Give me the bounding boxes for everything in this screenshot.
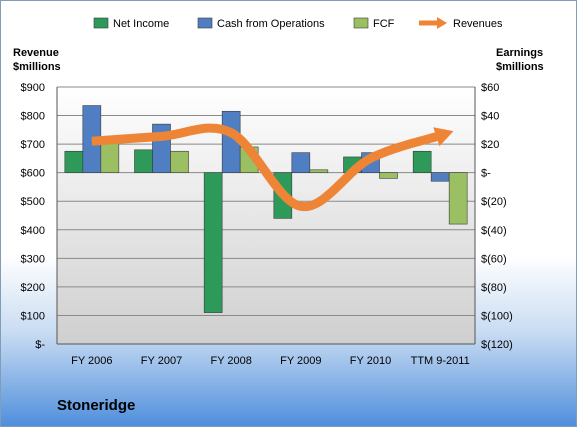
- legend-swatch-fcf: [353, 17, 369, 29]
- legend-swatch-cash-from-operations: [197, 17, 213, 29]
- left-tick-label: $400: [21, 225, 45, 237]
- bar-fcf: [309, 169, 329, 173]
- left-tick-label: $-: [35, 339, 45, 351]
- bar-net-income: [134, 149, 153, 173]
- right-axis-title-line2: $millions: [496, 61, 544, 73]
- x-tick-label: TTM 9-2011: [411, 355, 470, 367]
- bar-net-income: [64, 150, 84, 173]
- legend-arrow-revenues: [437, 17, 447, 29]
- x-tick-label: FY 2006: [71, 355, 112, 367]
- right-tick-label: $60: [481, 82, 499, 94]
- bar-net-income: [412, 150, 432, 173]
- right-tick-label: $-: [481, 168, 491, 180]
- x-tick-label: FY 2007: [141, 355, 182, 367]
- legend-swatch-net-income: [93, 17, 109, 29]
- right-tick-label: $40: [481, 111, 499, 123]
- bar-cash-from-operations: [291, 152, 311, 173]
- bar-fcf: [448, 172, 468, 225]
- right-axis-title: Earnings $millions: [496, 46, 544, 74]
- bar-fcf: [170, 150, 189, 173]
- left-tick-label: $200: [21, 282, 45, 294]
- x-tick-label: FY 2008: [210, 355, 251, 367]
- plot-background: [57, 87, 475, 344]
- bar-fcf: [100, 140, 120, 173]
- left-axis-title-line2: $millions: [13, 61, 61, 73]
- left-tick-label: $100: [21, 310, 45, 322]
- bar-fcf: [379, 172, 398, 179]
- right-tick-label: $20: [481, 139, 499, 151]
- bar-cash-from-operations: [430, 172, 450, 182]
- legend-label-net-income: Net Income: [113, 18, 169, 30]
- right-tick-label: $(60): [481, 253, 507, 265]
- right-tick-label: $(80): [481, 282, 507, 294]
- legend-label-revenues: Revenues: [453, 18, 503, 30]
- right-axis-title-line1: Earnings: [496, 47, 544, 59]
- right-tick-label: $(20): [481, 196, 507, 208]
- left-tick-label: $300: [21, 253, 45, 265]
- left-tick-label: $700: [21, 139, 45, 151]
- legend-label-cash-from-operations: Cash from Operations: [217, 18, 325, 30]
- revenues-line: [91, 123, 442, 211]
- left-tick-label: $900: [21, 82, 45, 94]
- x-tick-label: FY 2010: [350, 355, 391, 367]
- left-axis-title-line1: Revenue: [13, 47, 59, 59]
- right-tick-label: $(120): [481, 339, 513, 351]
- left-axis-title: Revenue $millions: [13, 46, 61, 74]
- company-name: Stoneridge: [57, 397, 136, 414]
- legend-label-fcf: FCF: [373, 18, 395, 30]
- x-tick-label: FY 2009: [280, 355, 321, 367]
- right-tick-label: $(40): [481, 225, 507, 237]
- bar-net-income: [203, 172, 223, 313]
- left-tick-label: $500: [21, 196, 45, 208]
- revenues-arrowhead: [433, 127, 454, 147]
- left-tick-label: $800: [21, 111, 45, 123]
- right-tick-label: $(100): [481, 310, 513, 322]
- left-tick-label: $600: [21, 168, 45, 180]
